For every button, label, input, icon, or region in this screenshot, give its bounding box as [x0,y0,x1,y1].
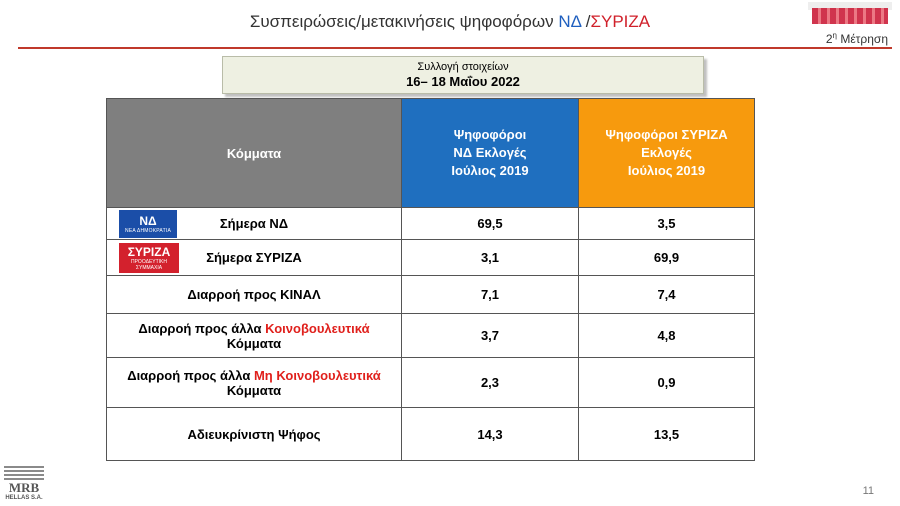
table-row: Διαρροή προς άλλα Μη Κοινοβουλευτικά Κόμ… [106,357,755,408]
value-syriza: 13,5 [578,407,755,461]
value-nd: 69,5 [401,207,579,240]
row-label-cell: ΣΥΡΙΖΑ ΠΡΟΟΔΕΥΤΙΚΗ ΣΥΜΜΑΧΙΑ Σήμερα ΣΥΡΙΖ… [106,239,402,276]
value-syriza: 0,9 [578,357,755,408]
mrb-logo-text: MRB [8,480,40,495]
row-label-line-1: Διαρροή προς άλλα Μη Κοινοβουλευτικά [107,368,401,383]
nd-logo-text: ΝΔ [139,214,157,228]
value-syriza: 4,8 [578,313,755,358]
collection-dates: 16– 18 Μαΐου 2022 [406,74,520,89]
row-label: Σήμερα ΣΥΡΙΖΑ [206,250,302,265]
row-label-cell: Διαρροή προς άλλα Κοινοβουλευτικά Κόμματ… [106,313,402,358]
header-nd-line-1: Ψηφοφόροι [453,127,527,142]
slide-title: Συσπειρώσεις/μετακινήσεις ψηφοφόρων ΝΔ /… [0,12,900,32]
title-party-syriza: ΣΥΡΙΖΑ [590,12,651,31]
row-label: Διαρροή προς ΚΙΝΑΛ [106,275,402,314]
row-label-line-1: Διαρροή προς άλλα Κοινοβουλευτικά [107,321,401,336]
header-parties: Κόμματα [106,98,402,208]
table-row: Διαρροή προς άλλα Κοινοβουλευτικά Κόμματ… [106,313,755,358]
data-collection-box: Συλλογή στοιχείων 16– 18 Μαΐου 2022 [222,56,704,94]
measurement-ordinal: 2 [825,32,833,46]
collection-label: Συλλογή στοιχείων [417,61,509,73]
value-nd: 14,3 [401,407,579,461]
title-prefix: Συσπειρώσεις/μετακινήσεις ψηφοφόρων [249,12,559,31]
syriza-logo-subtext: ΠΡΟΟΔΕΥΤΙΚΗ ΣΥΜΜΑΧΙΑ [130,259,168,271]
title-separator: / [581,12,591,31]
header-syr-line-3: Ιούλιος 2019 [627,163,706,178]
value-nd: 2,3 [401,357,579,408]
row-label-highlight: Κοινοβουλευτικά [265,320,370,336]
row-label-cell: Διαρροή προς άλλα Μη Κοινοβουλευτικά Κόμ… [106,357,402,408]
header-syr-line-1: Ψηφοφόροι ΣΥΡΙΖΑ [605,127,728,142]
header-nd-line-2: ΝΔ Εκλογές [453,145,527,160]
header-nd-voters: Ψηφοφόροι ΝΔ Εκλογές Ιούλιος 2019 [401,98,579,208]
row-label-pre: Διαρροή προς άλλα [127,367,254,383]
row-label-line-2: Κόμματα [226,382,282,398]
title-party-nd: ΝΔ [558,12,582,31]
measurement-label: 2η Μέτρηση [826,31,888,46]
measurement-text: Μέτρηση [840,32,888,46]
row-label: Σήμερα ΝΔ [219,216,289,231]
table-row: Διαρροή προς ΚΙΝΑΛ 7,1 7,4 [106,275,755,314]
measurement-sup: η [832,31,837,40]
table-header-row: Κόμματα Ψηφοφόροι ΝΔ Εκλογές Ιούλιος 201… [106,98,755,208]
title-divider [18,47,892,49]
row-label-cell: ΝΔ ΝΕΑ ΔΗΜΟΚΡΑΤΙΑ Σήμερα ΝΔ [106,207,402,240]
row-label-pre: Διαρροή προς άλλα [138,320,266,336]
syriza-party-logo: ΣΥΡΙΖΑ ΠΡΟΟΔΕΥΤΙΚΗ ΣΥΜΜΑΧΙΑ [119,243,179,273]
nd-logo-subtext: ΝΕΑ ΔΗΜΟΚΡΑΤΙΑ [125,228,171,234]
row-label: Αδιευκρίνιστη Ψήφος [106,407,402,461]
mrb-logo-bars [4,466,44,480]
table-row: ΣΥΡΙΖΑ ΠΡΟΟΔΕΥΤΙΚΗ ΣΥΜΜΑΧΙΑ Σήμερα ΣΥΡΙΖ… [106,239,755,276]
header-nd-line-3: Ιούλιος 2019 [451,163,529,178]
nd-party-logo: ΝΔ ΝΕΑ ΔΗΜΟΚΡΑΤΙΑ [119,210,177,238]
table-row: Αδιευκρίνιστη Ψήφος 14,3 13,5 [106,407,755,461]
value-syriza: 69,9 [578,239,755,276]
row-label-line-2: Κόμματα [226,335,282,351]
table-row: ΝΔ ΝΕΑ ΔΗΜΟΚΡΑΤΙΑ Σήμερα ΝΔ 69,5 3,5 [106,207,755,240]
mrb-logo: MRB HELLAS S.A. [4,466,44,504]
syriza-logo-text: ΣΥΡΙΖΑ [127,245,171,259]
mrb-logo-subtext: HELLAS S.A. [5,495,43,501]
value-nd: 7,1 [401,275,579,314]
header-syriza-voters: Ψηφοφόροι ΣΥΡΙΖΑ Εκλογές Ιούλιος 2019 [578,98,755,208]
value-syriza: 3,5 [578,207,755,240]
page-number: 11 [862,485,874,497]
value-nd: 3,7 [401,313,579,358]
brand-logo-background [808,2,892,10]
value-syriza: 7,4 [578,275,755,314]
header-syr-line-2: Εκλογές [641,145,692,160]
row-label-highlight: Μη Κοινοβουλευτικά [253,367,381,383]
brand-logo [812,8,888,24]
results-table: Κόμματα Ψηφοφόροι ΝΔ Εκλογές Ιούλιος 201… [106,98,755,461]
value-nd: 3,1 [401,239,579,276]
